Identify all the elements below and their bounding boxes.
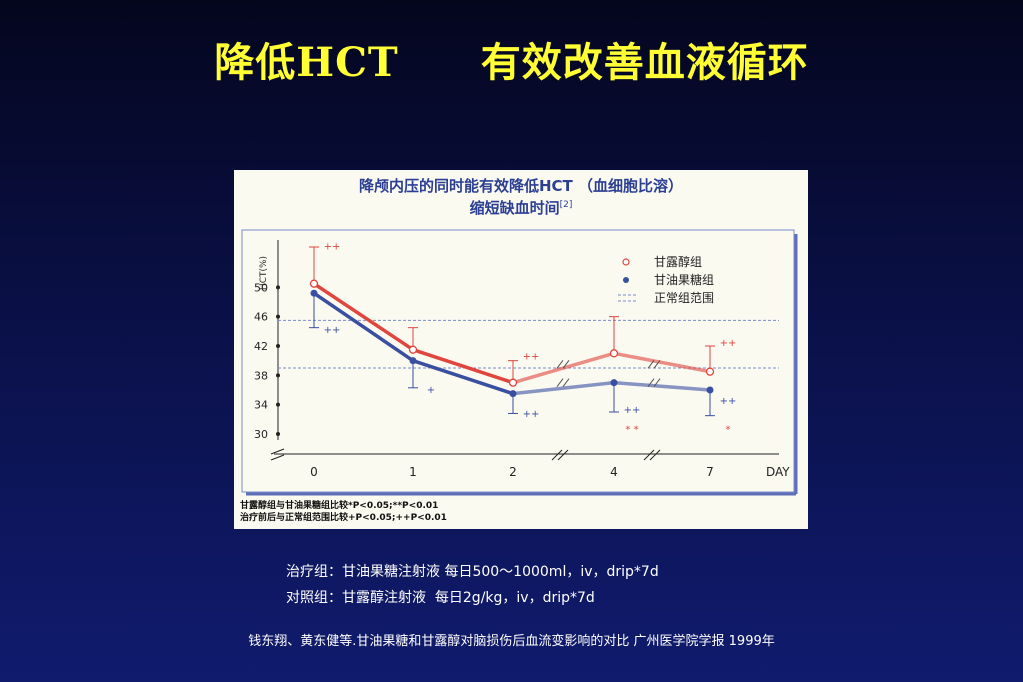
- y-tick-mark: [276, 285, 280, 290]
- significance-annotation: ++: [324, 325, 341, 336]
- y-tick-label: 42: [254, 340, 268, 353]
- y-tick-mark: [276, 373, 280, 378]
- y-tick-mark: [276, 314, 280, 319]
- legend-marker-glycerol: [623, 277, 629, 283]
- y-axis-break: [270, 448, 285, 461]
- data-point-glycerol: [409, 357, 417, 365]
- x-tick-label: 7: [706, 465, 714, 479]
- significance-annotation: ++: [523, 351, 540, 362]
- y-tick-label: 30: [254, 428, 268, 441]
- x-tick-label: 0: [310, 465, 318, 479]
- control-group-note: 对照组：甘露醇注射液 每日2g/kg，iv，drip*7d: [286, 590, 595, 606]
- citation: 钱东翔、黄东健等.甘油果糖和甘露醇对脑损伤后血流变影响的对比 广州医学院学报 1…: [248, 634, 775, 649]
- line-segment-mannitol: [612, 351, 712, 374]
- y-tick-label: 50: [254, 281, 268, 294]
- data-point-glycerol: [610, 379, 618, 387]
- series-glycerol: [309, 289, 715, 417]
- x-tick-label: 4: [610, 465, 618, 479]
- chart-footnote-line1: 甘露醇组与甘油果糖组比较*P<0.05;**P<0.01: [240, 499, 438, 511]
- line-segment-mannitol: [411, 347, 515, 385]
- data-point-mannitol: [408, 345, 418, 354]
- y-tick-mark: [276, 344, 280, 348]
- series-break-marks: [556, 360, 661, 387]
- chart-legend: 甘露醇组 甘油果糖组 正常组范围: [618, 254, 714, 305]
- plot-frame: [241, 229, 795, 493]
- legend-label-glycerol: 甘油果糖组: [654, 272, 714, 287]
- x-axis-label: DAY: [766, 465, 790, 479]
- data-point-glycerol: [509, 390, 517, 398]
- y-axis-label: HCT(%): [259, 256, 269, 290]
- x-tick-label: 1: [409, 465, 417, 479]
- data-point-glycerol: [706, 386, 714, 394]
- significance-annotation: *: [726, 425, 731, 436]
- chart-figure: 降颅内压的同时能有效降低HCT （血细胞比溶） 缩短缺血时间[2] HCT(%)…: [234, 170, 808, 529]
- y-tick-mark: [276, 432, 280, 436]
- line-segment-glycerol: [411, 358, 515, 396]
- significance-annotation: +: [427, 385, 435, 396]
- significance-annotation: ++: [324, 241, 341, 252]
- significance-annotation: * *: [625, 425, 638, 436]
- data-point-glycerol: [310, 289, 318, 297]
- significance-annotation: ++: [624, 405, 641, 416]
- data-point-mannitol: [309, 279, 319, 288]
- data-point-mannitol: [609, 349, 619, 358]
- legend-label-mannitol: 甘露醇组: [654, 254, 702, 269]
- chart-footnote-line2: 治疗前后与正常组范围比较+P<0.05;++P<0.01: [240, 511, 447, 523]
- treatment-group-note: 治疗组：甘油果糖注射液 每日500～1000ml，iv，drip*7d: [286, 564, 659, 580]
- y-tick-mark: [276, 402, 280, 407]
- line-segment-mannitol: [312, 281, 415, 352]
- significance-annotation: ++: [523, 409, 540, 420]
- slide-title: 降低HCT 有效改善血液循环: [214, 39, 809, 86]
- legend-label-normal-range: 正常组范围: [654, 291, 714, 305]
- hct-chart: 降颅内压的同时能有效降低HCT （血细胞比溶） 缩短缺血时间[2] HCT(%)…: [240, 177, 798, 523]
- legend-marker-mannitol: [622, 258, 630, 266]
- y-tick-label: 46: [254, 311, 268, 324]
- y-tick-label: 38: [254, 369, 268, 382]
- significance-annotation: ++: [720, 396, 737, 407]
- data-point-mannitol: [508, 378, 518, 387]
- chart-title-line1: 降颅内压的同时能有效降低HCT （血细胞比溶）: [359, 177, 683, 195]
- chart-title-reference: [2]: [560, 200, 573, 210]
- chart-title-line2: 缩短缺血时间[2]: [470, 199, 573, 217]
- y-tick-label: 34: [254, 399, 268, 412]
- line-segment-glycerol: [612, 380, 712, 392]
- x-tick-label: 2: [509, 465, 517, 479]
- significance-annotation: ++: [720, 338, 737, 349]
- line-segment-glycerol: [312, 291, 415, 363]
- x-axis-breaks: [551, 449, 661, 461]
- data-point-mannitol: [705, 367, 715, 376]
- line-segment-glycerol: [511, 380, 616, 396]
